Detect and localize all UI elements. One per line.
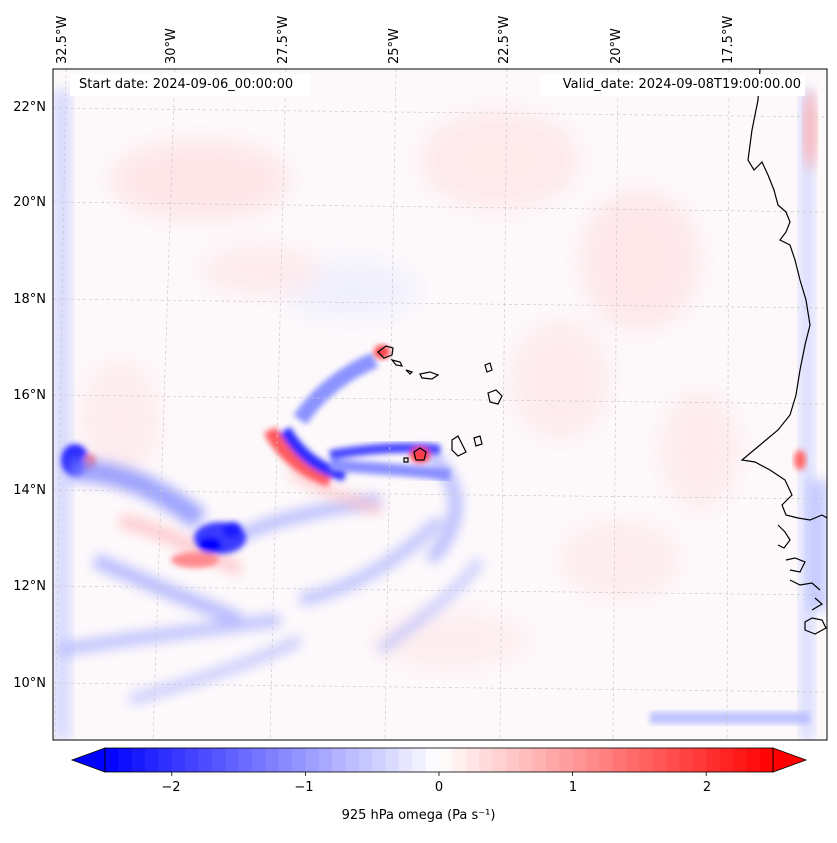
colorbar-cell	[345, 748, 360, 772]
colorbar-cell	[505, 748, 520, 772]
lon-label-22.5w: 22.5°W	[497, 15, 512, 64]
colorbar-tick-label: 0	[434, 780, 444, 795]
lat-label-14: 14°N	[13, 483, 46, 498]
colorbar-cell	[679, 748, 694, 772]
colorbar-cell	[626, 748, 640, 772]
colorbar-cell	[292, 748, 306, 772]
colorbar-cell	[519, 748, 534, 772]
colorbar-cell	[652, 748, 667, 772]
colorbar-cell	[225, 748, 240, 772]
colorbar-cell	[398, 748, 413, 772]
colorbar-cell	[412, 748, 427, 772]
lat-label-22: 22°N	[13, 100, 46, 115]
colorbar-cell	[599, 748, 614, 772]
colorbar-cell	[719, 748, 734, 772]
lon-label-17.5w: 17.5°W	[721, 15, 736, 64]
colorbar-cell	[732, 748, 747, 772]
coastline	[377, 69, 827, 635]
colorbar-cell	[532, 748, 547, 772]
colorbar-cell	[746, 748, 761, 772]
start-date-label: Start date: 2024-09-06_00:00:00	[79, 77, 294, 92]
colorbar-cell	[759, 748, 774, 772]
colorbar-cell	[666, 748, 681, 772]
colorbar-cell	[572, 748, 587, 772]
colorbar-cell	[639, 748, 654, 772]
lon-label-25w: 25°W	[387, 28, 402, 64]
lon-label-32.5w: 32.5°W	[55, 15, 70, 64]
colorbar-cell	[145, 748, 160, 772]
colorbar-cell	[171, 748, 186, 772]
valid-date-label: Valid_date: 2024-09-08T19:00:00.00	[562, 77, 801, 92]
lon-label-20w: 20°W	[609, 28, 624, 64]
colorbar-cell	[318, 748, 333, 772]
colorbar-cell	[545, 748, 560, 772]
colorbar-cell	[559, 748, 574, 772]
lon-label-27.5w: 27.5°W	[276, 15, 291, 64]
colorbar-cell	[425, 748, 440, 772]
colorbar-cell	[198, 748, 213, 772]
omega-field	[53, 69, 827, 740]
colorbar-cell	[158, 748, 173, 772]
colorbar-tick-label: −1	[294, 780, 314, 795]
colorbar-cell	[251, 748, 266, 772]
colorbar-tick-label: 1	[568, 780, 578, 795]
colorbar-cell	[385, 748, 400, 772]
lat-label-18: 18°N	[13, 292, 46, 307]
colorbar-label: 925 hPa omega (Pa s⁻¹)	[341, 808, 496, 823]
lat-label-20: 20°N	[13, 195, 46, 210]
colorbar-cell	[452, 748, 467, 772]
colorbar-tick-label: −2	[161, 780, 181, 795]
colorbar-cell	[358, 748, 373, 772]
map-frame	[52, 68, 828, 741]
lat-label-10: 10°N	[13, 676, 46, 691]
colorbar-tick-label: 2	[702, 780, 712, 795]
colorbar-cell	[479, 748, 494, 772]
colorbar-cell	[612, 748, 627, 772]
lon-label-30w: 30°W	[164, 28, 179, 64]
colorbar-cell	[439, 748, 453, 772]
colorbar-cell	[185, 748, 200, 772]
colorbar	[70, 747, 808, 776]
colorbar-cell	[238, 748, 253, 772]
colorbar-cell	[465, 748, 480, 772]
colorbar-cell	[211, 748, 226, 772]
lat-label-12: 12°N	[13, 579, 46, 594]
graticule	[53, 69, 827, 740]
colorbar-cell	[118, 748, 133, 772]
colorbar-cell	[585, 748, 600, 772]
colorbar-cell	[305, 748, 320, 772]
lat-label-16: 16°N	[13, 388, 46, 403]
colorbar-cell	[692, 748, 707, 772]
colorbar-cell	[278, 748, 293, 772]
colorbar-cell	[105, 748, 119, 772]
colorbar-cell	[332, 748, 347, 772]
colorbar-cell	[265, 748, 280, 772]
colorbar-cell	[492, 748, 507, 772]
colorbar-cell	[131, 748, 146, 772]
colorbar-cell	[372, 748, 387, 772]
colorbar-cell	[706, 748, 721, 772]
